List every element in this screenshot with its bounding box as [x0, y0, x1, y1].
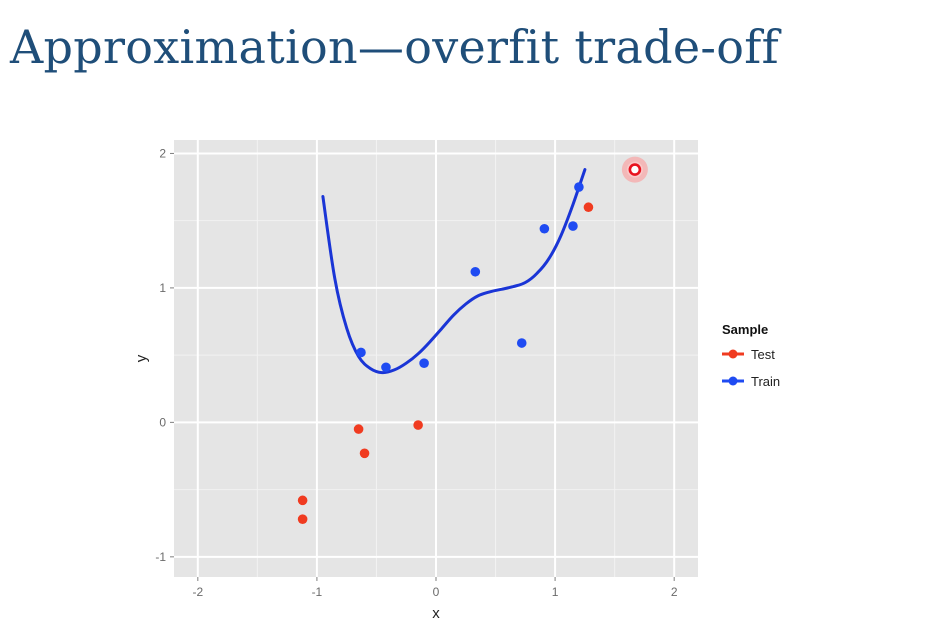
- legend-title: Sample: [722, 322, 768, 337]
- data-points: [297, 156, 648, 524]
- test-point: [583, 202, 594, 213]
- y-tick-label: 1: [159, 281, 166, 295]
- y-tick-label: -1: [155, 550, 166, 564]
- legend: Sample Test Train: [722, 322, 780, 389]
- x-tick-label: 2: [671, 585, 678, 599]
- train-point: [539, 223, 550, 234]
- slide-title: Approximation—overfit trade-off: [10, 20, 779, 74]
- train-point: [356, 347, 366, 358]
- y-axis-ticks: -1 0 1 2: [155, 146, 174, 564]
- fit-curve-line: [321, 168, 587, 375]
- train-point: [568, 221, 578, 231]
- legend-label-train: Train: [751, 374, 780, 389]
- highlighted-test-point: [628, 163, 642, 176]
- x-tick-label: -1: [312, 585, 323, 599]
- y-tick-label: 2: [159, 146, 166, 160]
- y-tick-label: 0: [159, 415, 166, 429]
- x-tick-label: 1: [552, 585, 559, 599]
- x-axis-ticks: -2 -1 0 1 2: [192, 577, 678, 599]
- x-axis-title: x: [432, 605, 440, 622]
- test-point: [297, 495, 308, 506]
- x-tick-label: 0: [433, 585, 440, 599]
- train-point: [574, 182, 584, 192]
- train-point: [381, 362, 391, 373]
- test-point: [353, 424, 364, 434]
- train-point: [419, 358, 429, 369]
- major-gridlines: [174, 140, 698, 577]
- legend-key-dot: [728, 376, 738, 386]
- test-point: [359, 448, 370, 459]
- test-point: [297, 514, 308, 524]
- test-point: [413, 420, 423, 430]
- legend-key-dot: [728, 349, 738, 359]
- legend-label-test: Test: [751, 347, 775, 362]
- y-axis-title: y: [133, 354, 150, 362]
- x-tick-label: -2: [192, 585, 203, 599]
- train-point: [470, 266, 481, 277]
- train-point: [516, 338, 527, 348]
